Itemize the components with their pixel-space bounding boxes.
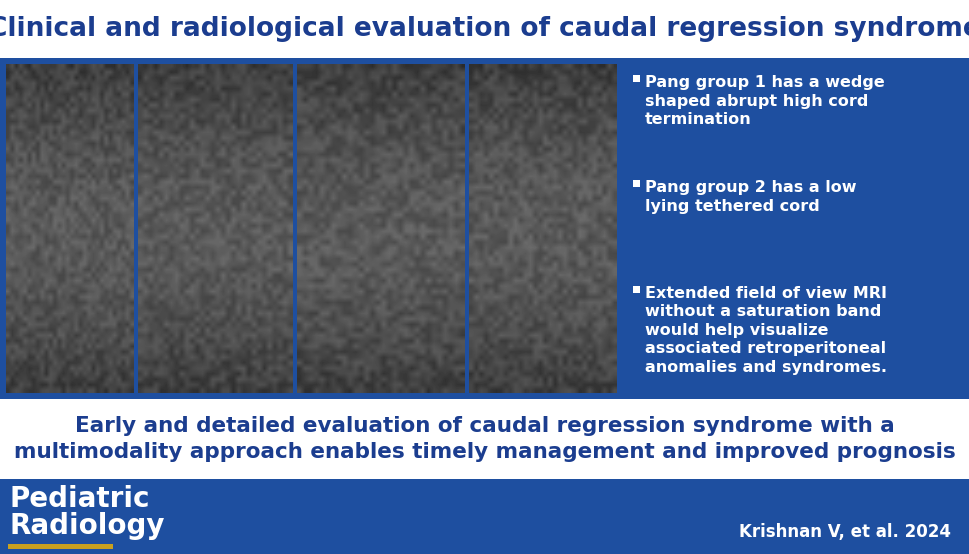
Text: Extended field of view MRI
without a saturation band
would help visualize
associ: Extended field of view MRI without a sat… [645, 286, 887, 375]
Text: Pang group 2 has a low
lying tethered cord: Pang group 2 has a low lying tethered co… [645, 181, 857, 214]
Bar [0, 479, 969, 554]
Bar [0, 399, 969, 479]
Bar [138, 64, 293, 393]
Bar [0, 0, 969, 58]
Text: multimodality approach enables timely management and improved prognosis: multimodality approach enables timely ma… [14, 442, 955, 462]
Bar [0, 58, 969, 399]
Bar [633, 286, 640, 293]
Text: Clinical and radiological evaluation of caudal regression syndrome: Clinical and radiological evaluation of … [0, 16, 969, 42]
Bar [6, 64, 134, 393]
Text: Krishnan V, et al. 2024: Krishnan V, et al. 2024 [739, 523, 951, 541]
Bar [8, 544, 113, 549]
Bar [297, 64, 465, 393]
Text: Pang group 1 has a wedge
shaped abrupt high cord
termination: Pang group 1 has a wedge shaped abrupt h… [645, 75, 885, 127]
Bar [633, 75, 640, 82]
Bar [633, 181, 640, 187]
Text: Early and detailed evaluation of caudal regression syndrome with a: Early and detailed evaluation of caudal … [75, 416, 894, 436]
Text: Pediatric
Radiology: Pediatric Radiology [10, 485, 166, 540]
Bar [469, 64, 617, 393]
